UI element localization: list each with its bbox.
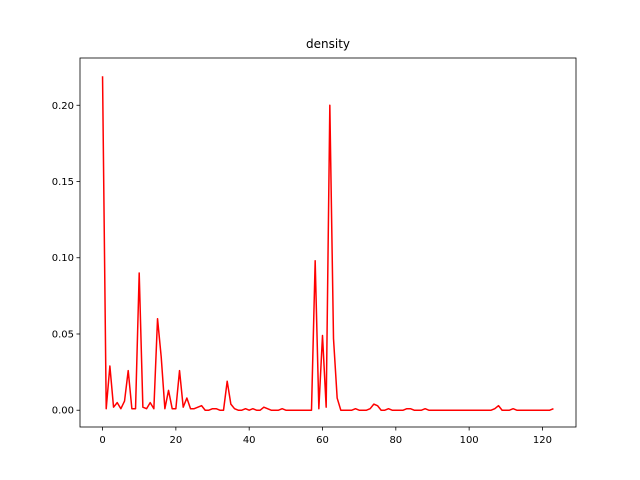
x-tick-label: 120 bbox=[533, 435, 552, 446]
axes: 0 20 40 60 80 100 120 0.00 0.05 0.10 0.15 0.20 bbox=[52, 57, 577, 446]
x-tick-label: 0 bbox=[99, 435, 105, 446]
y-tick-label: 0.00 bbox=[52, 406, 74, 417]
plot-marks bbox=[101, 76, 554, 411]
x-tick-label: 80 bbox=[389, 435, 402, 446]
x-tick-label: 100 bbox=[460, 435, 479, 446]
y-tick-label: 0.20 bbox=[52, 101, 74, 112]
y-tick-label: 0.05 bbox=[52, 329, 74, 340]
series-line-0 bbox=[101, 76, 554, 411]
chart-title: density bbox=[306, 37, 350, 51]
x-tick-label: 20 bbox=[169, 435, 182, 446]
plot-frame bbox=[79, 57, 577, 428]
y-tick-label: 0.10 bbox=[52, 253, 74, 264]
x-tick-label: 60 bbox=[316, 435, 329, 446]
y-tick-label: 0.15 bbox=[52, 177, 74, 188]
x-tick-label: 40 bbox=[243, 435, 256, 446]
